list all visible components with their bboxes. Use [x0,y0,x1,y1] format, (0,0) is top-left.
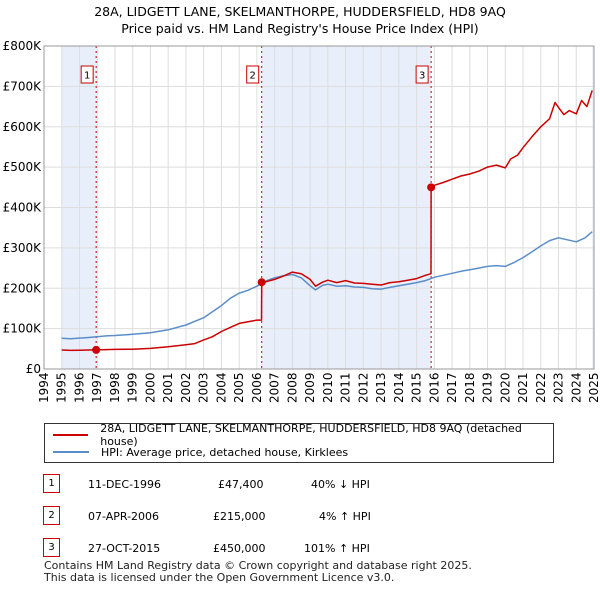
legend: 28A, LIDGETT LANE, SKELMANTHORPE, HUDDER… [44,422,554,463]
x-tick-label: 2017 [445,372,459,403]
x-tick-label: 2019 [481,372,495,403]
y-tick-label: £400K [3,201,43,215]
transaction-number-badge: 3 [43,538,60,557]
legend-swatch-blue [53,451,89,453]
transaction-number-badge: 1 [43,474,60,493]
legend-label-hpi: HPI: Average price, detached house, Kirk… [101,445,349,459]
y-tick-label: £200K [3,281,43,295]
x-tick-label: 2016 [427,372,441,403]
marker-label: 2 [250,71,256,82]
marker-label: 3 [419,71,425,82]
x-tick-label: 1996 [72,372,86,403]
marker-label-box [246,65,260,84]
x-tick-label: 1999 [126,372,140,403]
transaction-hpi: 4% ↑ HPI [319,510,371,523]
x-tick-label: 2022 [534,372,548,403]
x-tick-label: 2003 [197,372,211,403]
marker-label-box [80,65,94,84]
x-tick-label: 2006 [250,372,264,403]
footer-line-2: This data is licensed under the Open Gov… [44,571,395,584]
x-tick-label: 2000 [143,372,157,403]
transaction-date: 11-DEC-1996 [88,478,162,491]
x-tick-label: 2004 [214,372,228,403]
transaction-date: 07-APR-2006 [88,510,160,523]
title-line-2: Price paid vs. HM Land Registry's House … [121,21,479,36]
title-line-1: 28A, LIDGETT LANE, SKELMANTHORPE, HUDDER… [94,4,506,19]
x-tick-label: 2008 [285,372,299,403]
legend-label-property: 28A, LIDGETT LANE, SKELMANTHORPE, HUDDER… [100,422,522,448]
y-tick-label: £0 [26,362,41,376]
legend-swatch-red [53,434,89,436]
sale-point [427,183,436,192]
x-tick-label: 2010 [321,372,335,403]
marker-label: 1 [84,71,90,82]
y-tick-label: £800K [3,39,43,53]
transaction-price: £215,000 [213,510,266,523]
x-tick-label: 2021 [516,372,530,403]
legend-item-hpi: HPI: Average price, detached house, Kirk… [53,444,348,460]
transaction-number-badge: 2 [43,506,60,525]
y-tick-label: £500K [3,160,43,174]
transaction-price: £450,000 [213,542,266,555]
x-tick-label: 2013 [374,372,388,403]
y-tick-label: £300K [3,241,43,255]
footer-notice: Contains HM Land Registry data © Crown c… [44,560,472,584]
x-tick-label: 2014 [392,372,406,403]
footer-line-1: Contains HM Land Registry data © Crown c… [44,559,472,572]
x-tick-label: 2012 [356,372,370,403]
x-tick-label: 1995 [55,372,69,403]
x-tick-label: 1994 [37,372,51,403]
y-tick-label: £600K [3,120,43,134]
sale-point [257,278,266,287]
x-tick-label: 2020 [498,372,512,403]
marker-label-box [415,65,429,84]
legend-item-property: 28A, LIDGETT LANE, SKELMANTHORPE, HUDDER… [53,422,553,448]
x-tick-label: 2023 [552,372,566,403]
x-tick-label: 1997 [90,372,104,403]
y-tick-label: £700K [3,79,43,93]
transaction-row: 1 11-DEC-1996 £47,400 40% ↓ HPI [0,474,600,494]
series-line-hpi [61,231,593,340]
x-tick-label: 2002 [179,372,193,403]
x-tick-label: 2018 [463,372,477,403]
transaction-hpi: 40% ↓ HPI [311,478,370,491]
series-line-property [61,90,593,352]
x-tick-label: 2015 [410,372,424,403]
transaction-hpi: 101% ↑ HPI [304,542,370,555]
x-tick-label: 2005 [232,372,246,403]
x-tick-label: 1998 [108,372,122,403]
x-tick-label: 2007 [268,372,282,403]
x-tick-label: 2009 [303,372,317,403]
y-tick-label: £100K [3,322,43,336]
chart-title: 28A, LIDGETT LANE, SKELMANTHORPE, HUDDER… [0,3,600,37]
x-tick-label: 2024 [569,372,583,403]
plot-frame [43,45,595,370]
transaction-price: £47,400 [218,478,264,491]
sale-point [92,345,101,354]
transaction-row: 3 27-OCT-2015 £450,000 101% ↑ HPI [0,538,600,558]
transaction-date: 27-OCT-2015 [88,542,161,555]
x-tick-label: 2025 [587,372,600,403]
x-tick-label: 2001 [161,372,175,403]
price-chart: £0 £100K £200K £300K £400K £500K £600K £700K £80… [3,39,600,403]
transaction-row: 2 07-APR-2006 £215,000 4% ↑ HPI [0,506,600,526]
x-tick-label: 2011 [339,372,353,403]
